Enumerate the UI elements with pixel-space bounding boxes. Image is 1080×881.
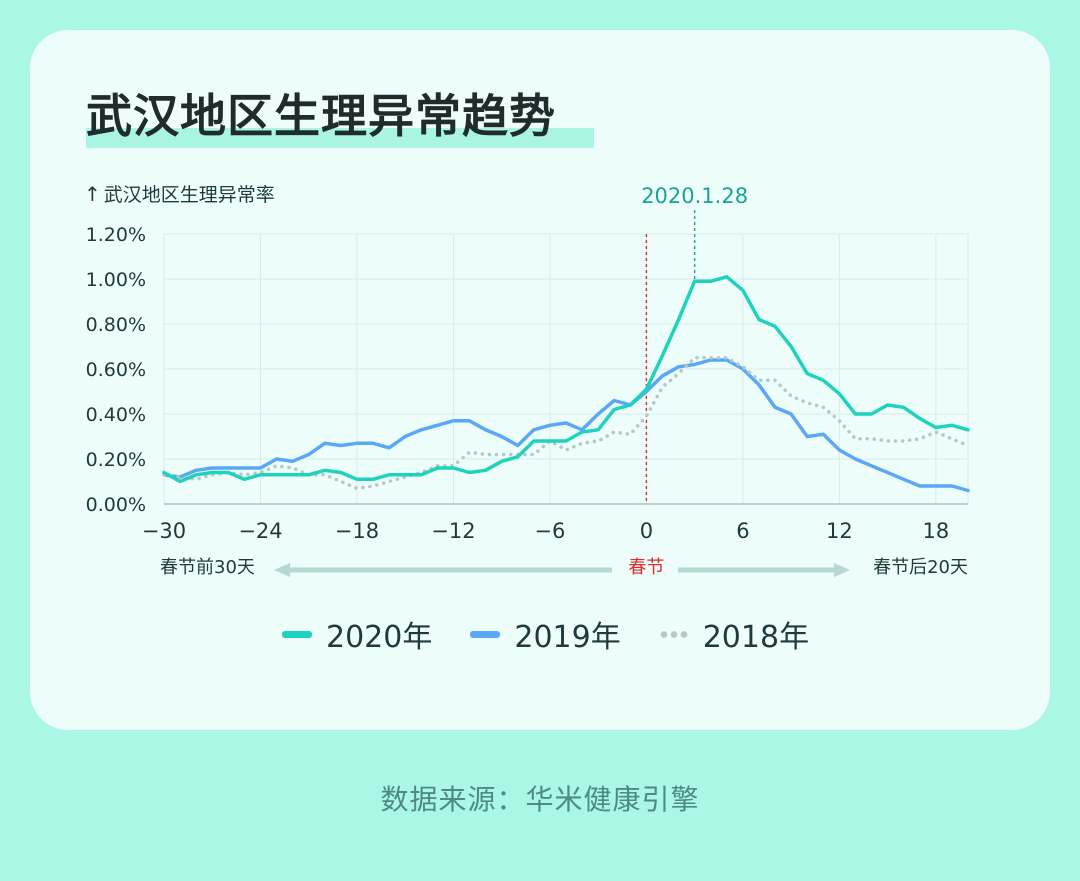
legend-swatch bbox=[658, 630, 689, 638]
series-line-3 bbox=[162, 356, 970, 491]
y-axis-label-text: 武汉地区生理异常率 bbox=[103, 184, 275, 206]
y-tick-label: 1.00% bbox=[86, 269, 146, 291]
title-block: 武汉地区生理异常趋势 bbox=[86, 86, 594, 148]
x-tick-label: −30 bbox=[142, 519, 186, 543]
y-axis-label: ↑ 武汉地区生理异常率 bbox=[84, 180, 275, 207]
x-tick-label: −12 bbox=[431, 519, 475, 543]
x-tick-label: 0 bbox=[640, 519, 653, 543]
y-tick-label: 0.40% bbox=[86, 404, 146, 426]
y-tick-label: 0.60% bbox=[86, 359, 146, 381]
x-tick-label: 6 bbox=[736, 519, 749, 543]
series-line-2 bbox=[162, 358, 970, 493]
title-highlight bbox=[86, 128, 594, 148]
legend: 2020年 2019年 2018年 bbox=[282, 612, 847, 656]
x-tick-label: 12 bbox=[826, 519, 853, 543]
x-tick-label: −6 bbox=[534, 519, 565, 543]
arrow-right-icon bbox=[834, 563, 850, 577]
y-tick-label: 0.00% bbox=[86, 494, 146, 516]
annotation-before: 春节前30天 bbox=[160, 557, 255, 578]
legend-label: 2019年 bbox=[514, 620, 621, 655]
y-tick-label: 0.20% bbox=[86, 449, 146, 471]
legend-item: 2018年 bbox=[658, 612, 810, 656]
legend-label: 2020年 bbox=[326, 620, 433, 655]
annotation-center: 春节 bbox=[628, 557, 664, 578]
peak-label: 2020.1.28 bbox=[641, 184, 748, 208]
series-line-1 bbox=[162, 275, 970, 484]
annotation-after: 春节后20天 bbox=[873, 557, 968, 578]
data-source: 数据来源：华米健康引擎 bbox=[380, 783, 700, 816]
legend-label: 2018年 bbox=[702, 620, 810, 655]
legend-item: 2020年 bbox=[282, 612, 432, 656]
legend-swatch bbox=[282, 630, 312, 638]
x-tick-label: 18 bbox=[922, 519, 949, 543]
x-tick-label: −18 bbox=[335, 519, 379, 543]
x-tick-label: −24 bbox=[238, 519, 282, 543]
chart-title: 武汉地区生理异常趋势 bbox=[86, 89, 556, 143]
y-tick-label: 1.20% bbox=[86, 224, 146, 246]
up-arrow-icon: ↑ bbox=[84, 182, 101, 206]
y-tick-label: 0.80% bbox=[86, 314, 146, 336]
arrow-left-icon bbox=[274, 563, 290, 577]
legend-swatch bbox=[470, 630, 501, 638]
legend-item: 2019年 bbox=[470, 612, 621, 656]
